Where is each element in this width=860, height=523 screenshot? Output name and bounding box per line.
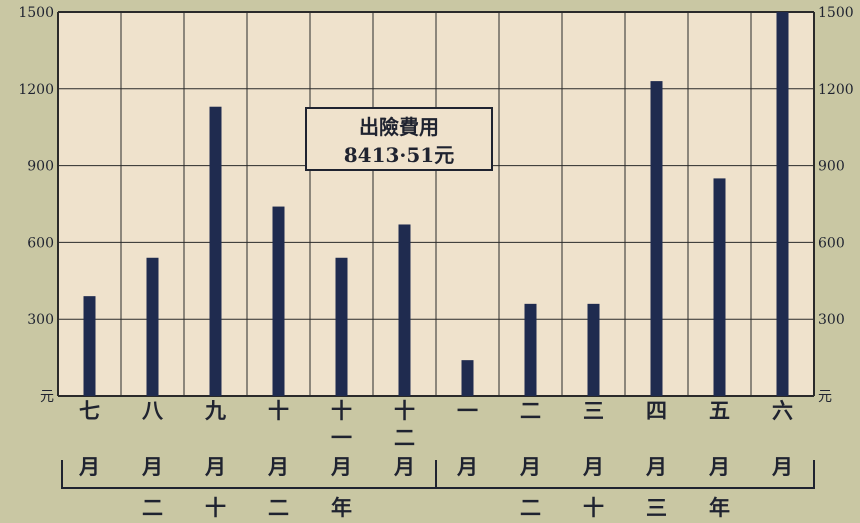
bar-四月 [650,81,663,397]
year-label-glyph: 二 [520,495,541,520]
x-tick-label-六月: 六月 [771,398,793,479]
grid-lines [57,11,815,397]
bar-三月 [587,303,600,396]
year-label-glyph: 年 [331,495,352,520]
bar-七月 [83,296,96,396]
bar-十一月 [335,257,348,396]
bar-一月 [461,360,474,396]
x-tick-label-九月: 九月 [204,398,226,479]
year-label-glyph: 十 [583,495,604,520]
y-tick-label-left: 1200 [18,82,54,98]
y-tick-label-left: 600 [27,235,54,251]
x-tick-label-五月: 五月 [708,398,730,479]
x-tick-label-七月: 七月 [78,398,100,479]
year-label-glyph: 二 [268,495,289,520]
year-brackets [61,460,815,489]
x-tick-label-四月: 四月 [645,398,667,479]
y-tick-label-right: 1500 [818,5,854,21]
x-tick-label-一月: 一月 [456,398,478,479]
year-label-glyph: 年 [709,495,730,520]
x-tick-label-二月: 二月 [519,398,541,479]
x-tick-label-十二月: 十二月 [393,398,415,479]
annotation-total: 8413·51元 [344,143,454,167]
y-axis-right: 300 600 900 1200 1500 元 [818,5,854,405]
x-tick-label-十月: 十月 [267,398,289,479]
y-tick-label-left: 900 [27,159,54,175]
annotation-box: 出險費用 8413·51元 [305,107,493,171]
annotation-title: 出險費用 [359,115,439,139]
bar-九月 [209,106,222,396]
bars [83,12,789,397]
x-tick-label-八月: 八月 [141,398,164,479]
y-tick-label-right: 900 [818,159,845,175]
x-tick-label-三月: 三月 [582,398,604,479]
bar-六月 [776,12,789,396]
y-tick-label-left: 1500 [18,5,54,21]
year-labels: 二十二年二十三年 [142,495,730,520]
y-tick-label-right: 300 [818,312,845,328]
bar-十二月 [398,224,411,396]
y-axis-left: 300 600 900 1200 1500 元 [18,5,54,405]
bar-二月 [524,303,537,396]
y-unit-label-right: 元 [818,389,832,405]
year-bracket [435,460,815,489]
year-label-glyph: 二 [142,495,163,520]
y-tick-label-right: 600 [818,235,845,251]
year-label-glyph: 十 [205,495,226,520]
year-label-glyph: 三 [646,495,667,520]
y-tick-label-left: 300 [27,312,54,328]
bar-五月 [713,178,726,396]
y-tick-label-right: 1200 [818,82,854,98]
x-tick-label-十一月: 十一月 [330,398,352,479]
bar-八月 [146,257,159,396]
y-unit-label-left: 元 [40,389,54,405]
bar-十月 [272,206,285,396]
